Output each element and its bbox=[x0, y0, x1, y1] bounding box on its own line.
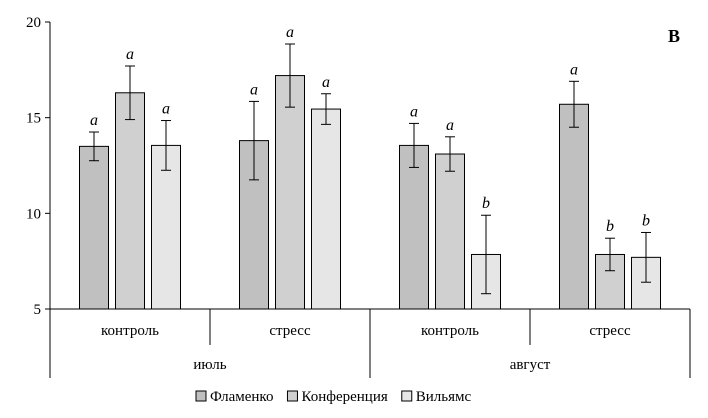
y-tick-label: 15 bbox=[26, 111, 41, 127]
bar-Фламенко bbox=[79, 145, 109, 310]
x-month-label: август bbox=[510, 357, 551, 373]
significance-letter: a bbox=[322, 74, 330, 91]
significance-letter: a bbox=[90, 112, 98, 129]
bar-Вильямс bbox=[311, 108, 341, 310]
significance-letter: a bbox=[126, 46, 134, 63]
significance-letter: a bbox=[446, 117, 454, 134]
significance-letter: a bbox=[162, 101, 170, 118]
significance-letter: b bbox=[642, 212, 650, 229]
legend-swatch bbox=[195, 390, 207, 402]
bar-Фламенко bbox=[559, 103, 589, 310]
legend-swatch bbox=[286, 390, 298, 402]
legend-label: Конференция bbox=[301, 389, 387, 405]
bar-Фламенко bbox=[399, 144, 429, 310]
bar-Конференция bbox=[435, 153, 465, 310]
x-month-label: июль bbox=[193, 357, 226, 373]
significance-letter: a bbox=[410, 103, 418, 120]
x-group-label: контроль bbox=[421, 323, 479, 339]
legend-label: Вильямс bbox=[416, 389, 472, 405]
y-tick-label: 10 bbox=[26, 206, 41, 222]
significance-letter: a bbox=[250, 81, 258, 98]
significance-letter: b bbox=[482, 195, 490, 212]
x-group-label: стресс bbox=[589, 323, 631, 339]
bar-Конференция bbox=[275, 75, 305, 310]
y-tick-label: 20 bbox=[26, 15, 41, 31]
y-tick-label: 5 bbox=[34, 302, 42, 318]
x-group-label: контроль bbox=[101, 323, 159, 339]
panel-label: B bbox=[668, 26, 680, 46]
significance-letter: b bbox=[606, 218, 614, 235]
legend-label: Фламенко bbox=[210, 389, 273, 405]
bar-Конференция bbox=[115, 92, 145, 310]
significance-letter: a bbox=[286, 24, 294, 41]
x-group-label: стресс bbox=[269, 323, 311, 339]
legend-swatch bbox=[401, 390, 413, 402]
significance-letter: a bbox=[570, 61, 578, 78]
